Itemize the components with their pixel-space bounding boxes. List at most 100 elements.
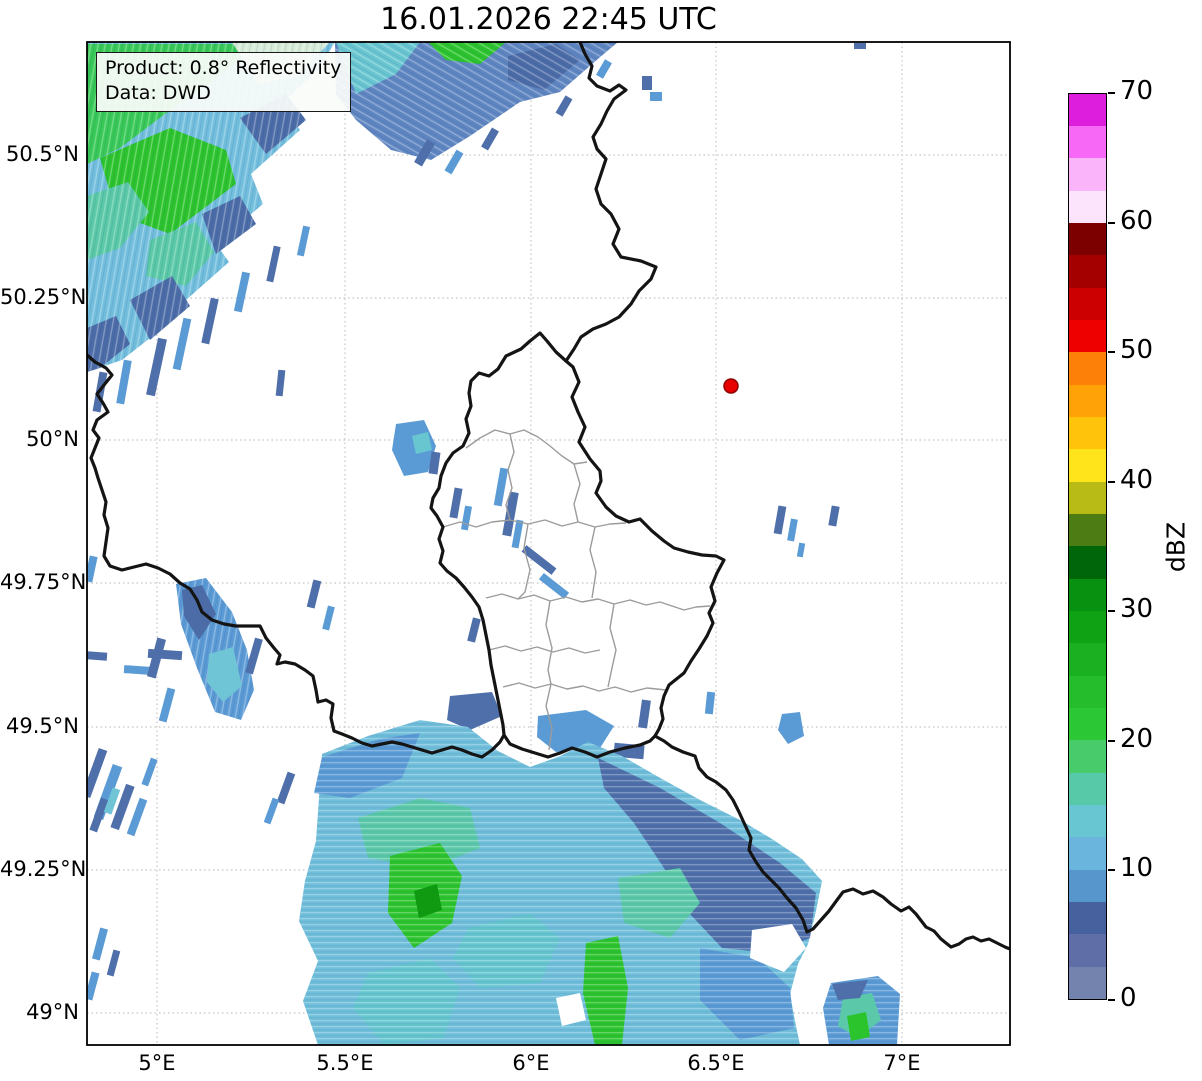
echo-texture [583,936,628,1045]
lon-tick-label: 7°E [883,1051,921,1075]
echo-streak [854,43,866,49]
lon-tick-label: 5.5°E [316,1051,374,1075]
echo-streak [414,139,435,167]
colorbar-tick-mark [1108,739,1115,742]
lat-tick-label: 49.25°N [0,857,87,881]
colorbar-tick-label: 40 [1120,464,1154,495]
colorbar-band [1069,902,1106,935]
echo-streak [322,605,335,631]
echo-texture [336,42,420,94]
echo-streak [89,797,109,833]
colorbar-band [1069,837,1106,870]
district-border [573,463,581,523]
colorbar-band [1069,93,1106,127]
colorbar-tick-label: 70 [1120,76,1154,106]
echo-streak [467,617,481,643]
echo-texture [453,913,560,988]
colorbar-band [1069,805,1106,838]
colorbar-tick-label: 20 [1120,723,1154,754]
echo-polygon [447,692,502,730]
lat-tick-label: 49.75°N [0,570,87,594]
echo-texture [598,758,816,953]
echo-streak [444,149,464,175]
echo-streak [146,337,167,397]
echo-streak [276,771,296,805]
district-border [465,429,588,465]
district-border [545,600,553,751]
echo-texture [87,182,149,260]
district-border [488,645,601,654]
echo-streak [146,637,167,679]
colorbar-band [1069,611,1106,644]
national-border [564,359,726,738]
echo-polygon [832,980,868,1000]
colorbar-band [1069,643,1106,676]
colorbar-band [1069,287,1106,321]
echo-streak [123,665,151,675]
colorbar-band [1069,740,1106,773]
colorbar-tick-label: 50 [1120,335,1154,366]
echo-streak [110,783,135,831]
echo-streak [106,949,121,977]
echo-polygon [847,1012,870,1041]
echo-texture [202,196,256,254]
lon-tick-label: 6°E [512,1051,550,1075]
echo-streak [103,787,121,815]
echo-streak [245,637,263,675]
echo-streak [141,757,158,787]
lon-tick-label: 5°E [138,1051,176,1075]
colorbar-band [1069,578,1106,612]
echo-streak [201,297,219,345]
location-marker-dot [723,378,739,394]
echo-streak [158,687,176,723]
echo-texture [87,316,130,372]
echo-streak [704,691,716,715]
colorbar-band [1069,190,1106,224]
echo-streak [116,359,132,405]
echo-streak [263,797,280,825]
echo-streak [275,369,286,397]
lat-tick-label: 49°N [26,1000,79,1024]
colorbar-tick-mark [1108,480,1115,483]
colorbar-tick-label: 30 [1120,594,1154,625]
echo-streak [233,271,251,313]
echo-polygon [412,432,432,454]
echo-streak [460,505,473,531]
echo-texture [618,868,700,938]
product-legend-box: Product: 0.8° Reflectivity Data: DWD [96,52,352,113]
colorbar-band [1069,223,1106,256]
radar-echoes [87,42,900,1045]
echo-polygon [537,710,614,752]
echo-streak [555,95,573,117]
echo-streak [638,699,651,729]
district-border [607,603,617,688]
colorbar-tick-mark [1108,221,1115,224]
data-source-label: Data: DWD [105,82,211,105]
district-border [589,526,597,599]
colorbar-band [1069,449,1106,482]
echo-polygon [182,585,216,640]
echo-texture [314,733,420,798]
lon-tick-label: 6.5°E [687,1051,745,1075]
colorbar-band [1069,708,1106,741]
echo-streak [650,92,662,101]
echo-streak [511,519,524,549]
lat-tick-label: 50°N [26,427,79,451]
echo-streak [87,651,108,661]
lat-tick-label: 50.5°N [6,142,79,166]
colorbar-tick-mark [1108,869,1115,872]
echo-streak [126,797,148,837]
echo-streak [87,971,100,1001]
echo-streak [828,505,840,527]
colorbar-band [1069,869,1106,903]
echo-texture [353,958,460,1045]
colorbar-tick-label: 10 [1120,853,1154,884]
colorbar-band [1069,255,1106,288]
colorbar-tick-label: 60 [1120,205,1154,236]
national-border [87,353,506,759]
echo-streak [773,505,787,535]
echo-polygon [414,884,442,918]
colorbar-band [1069,352,1106,385]
